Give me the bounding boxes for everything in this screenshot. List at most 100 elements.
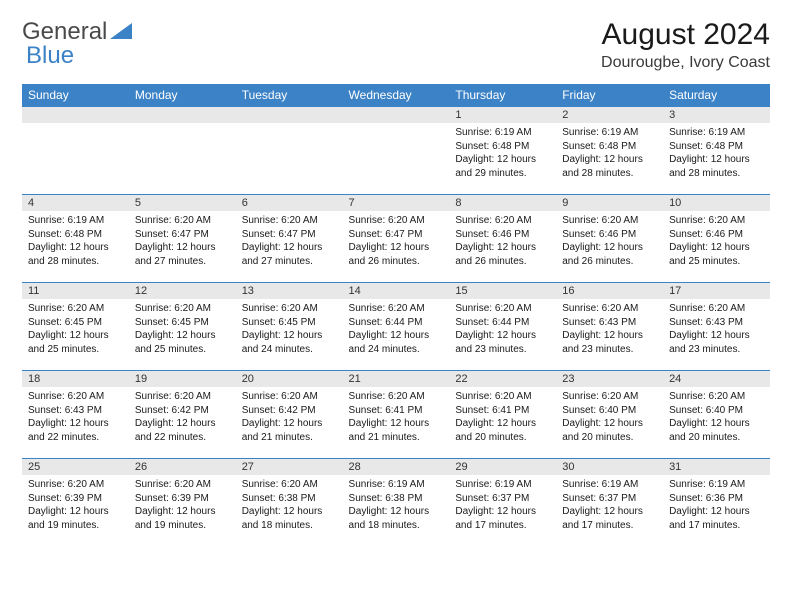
day-content: Sunrise: 6:20 AMSunset: 6:45 PMDaylight:… [129, 299, 236, 360]
sunrise-text: Sunrise: 6:20 AM [349, 214, 444, 228]
sunrise-text: Sunrise: 6:19 AM [349, 478, 444, 492]
sunrise-text: Sunrise: 6:20 AM [28, 390, 123, 404]
sunrise-text: Sunrise: 6:20 AM [669, 390, 764, 404]
daylight-text: Daylight: 12 hours and 23 minutes. [669, 329, 764, 356]
calendar-body: 1Sunrise: 6:19 AMSunset: 6:48 PMDaylight… [22, 106, 770, 546]
sunrise-text: Sunrise: 6:20 AM [135, 390, 230, 404]
sunrise-text: Sunrise: 6:20 AM [135, 302, 230, 316]
daylight-text: Daylight: 12 hours and 22 minutes. [135, 417, 230, 444]
day-content: Sunrise: 6:19 AMSunset: 6:48 PMDaylight:… [22, 211, 129, 272]
day-number: 14 [343, 282, 450, 299]
daylight-text: Daylight: 12 hours and 21 minutes. [242, 417, 337, 444]
sunset-text: Sunset: 6:39 PM [28, 492, 123, 506]
sunset-text: Sunset: 6:39 PM [135, 492, 230, 506]
calendar-cell: 12Sunrise: 6:20 AMSunset: 6:45 PMDayligh… [129, 282, 236, 370]
sunrise-text: Sunrise: 6:19 AM [669, 126, 764, 140]
calendar-cell: 9Sunrise: 6:20 AMSunset: 6:46 PMDaylight… [556, 194, 663, 282]
sunset-text: Sunset: 6:45 PM [242, 316, 337, 330]
sunrise-text: Sunrise: 6:20 AM [669, 302, 764, 316]
calendar-cell: 5Sunrise: 6:20 AMSunset: 6:47 PMDaylight… [129, 194, 236, 282]
day-header-friday: Friday [556, 84, 663, 106]
day-content: Sunrise: 6:20 AMSunset: 6:44 PMDaylight:… [343, 299, 450, 360]
daylight-text: Daylight: 12 hours and 25 minutes. [28, 329, 123, 356]
day-number: 3 [663, 106, 770, 123]
day-number: 25 [22, 458, 129, 475]
day-content: Sunrise: 6:19 AMSunset: 6:48 PMDaylight:… [663, 123, 770, 184]
day-content: Sunrise: 6:19 AMSunset: 6:48 PMDaylight:… [449, 123, 556, 184]
day-content: Sunrise: 6:20 AMSunset: 6:47 PMDaylight:… [343, 211, 450, 272]
calendar-cell: 3Sunrise: 6:19 AMSunset: 6:48 PMDaylight… [663, 106, 770, 194]
day-number: 27 [236, 458, 343, 475]
sunset-text: Sunset: 6:48 PM [562, 140, 657, 154]
sunrise-text: Sunrise: 6:20 AM [242, 390, 337, 404]
sunset-text: Sunset: 6:47 PM [135, 228, 230, 242]
daylight-text: Daylight: 12 hours and 24 minutes. [242, 329, 337, 356]
day-number: 7 [343, 194, 450, 211]
daylight-text: Daylight: 12 hours and 26 minutes. [349, 241, 444, 268]
sunrise-text: Sunrise: 6:20 AM [455, 390, 550, 404]
daylight-text: Daylight: 12 hours and 17 minutes. [455, 505, 550, 532]
calendar-cell: 15Sunrise: 6:20 AMSunset: 6:44 PMDayligh… [449, 282, 556, 370]
calendar-header-row: SundayMondayTuesdayWednesdayThursdayFrid… [22, 84, 770, 106]
day-content: Sunrise: 6:20 AMSunset: 6:45 PMDaylight:… [236, 299, 343, 360]
day-content: Sunrise: 6:20 AMSunset: 6:47 PMDaylight:… [236, 211, 343, 272]
day-content: Sunrise: 6:20 AMSunset: 6:43 PMDaylight:… [556, 299, 663, 360]
day-number: 26 [129, 458, 236, 475]
day-number: 8 [449, 194, 556, 211]
day-number: 15 [449, 282, 556, 299]
day-content: Sunrise: 6:19 AMSunset: 6:36 PMDaylight:… [663, 475, 770, 536]
day-content: Sunrise: 6:20 AMSunset: 6:44 PMDaylight:… [449, 299, 556, 360]
daylight-text: Daylight: 12 hours and 27 minutes. [135, 241, 230, 268]
day-content: Sunrise: 6:19 AMSunset: 6:37 PMDaylight:… [556, 475, 663, 536]
sunrise-text: Sunrise: 6:20 AM [349, 390, 444, 404]
day-content: Sunrise: 6:20 AMSunset: 6:38 PMDaylight:… [236, 475, 343, 536]
daylight-text: Daylight: 12 hours and 24 minutes. [349, 329, 444, 356]
sunset-text: Sunset: 6:43 PM [28, 404, 123, 418]
calendar-cell: 4Sunrise: 6:19 AMSunset: 6:48 PMDaylight… [22, 194, 129, 282]
calendar-cell: 27Sunrise: 6:20 AMSunset: 6:38 PMDayligh… [236, 458, 343, 546]
day-content: Sunrise: 6:20 AMSunset: 6:39 PMDaylight:… [129, 475, 236, 536]
daylight-text: Daylight: 12 hours and 29 minutes. [455, 153, 550, 180]
calendar-cell: 31Sunrise: 6:19 AMSunset: 6:36 PMDayligh… [663, 458, 770, 546]
calendar-cell: 22Sunrise: 6:20 AMSunset: 6:41 PMDayligh… [449, 370, 556, 458]
calendar-cell: 28Sunrise: 6:19 AMSunset: 6:38 PMDayligh… [343, 458, 450, 546]
day-header-monday: Monday [129, 84, 236, 106]
day-number: 19 [129, 370, 236, 387]
day-number: 6 [236, 194, 343, 211]
day-number: 18 [22, 370, 129, 387]
day-content: Sunrise: 6:20 AMSunset: 6:40 PMDaylight:… [663, 387, 770, 448]
day-content: Sunrise: 6:20 AMSunset: 6:47 PMDaylight:… [129, 211, 236, 272]
sunrise-text: Sunrise: 6:19 AM [455, 126, 550, 140]
sunrise-text: Sunrise: 6:20 AM [562, 214, 657, 228]
day-content: Sunrise: 6:20 AMSunset: 6:46 PMDaylight:… [449, 211, 556, 272]
day-number [129, 106, 236, 123]
sunrise-text: Sunrise: 6:20 AM [135, 478, 230, 492]
location: Dourougbe, Ivory Coast [601, 54, 770, 72]
daylight-text: Daylight: 12 hours and 19 minutes. [28, 505, 123, 532]
daylight-text: Daylight: 12 hours and 19 minutes. [135, 505, 230, 532]
day-number: 9 [556, 194, 663, 211]
day-content: Sunrise: 6:20 AMSunset: 6:40 PMDaylight:… [556, 387, 663, 448]
day-number: 1 [449, 106, 556, 123]
calendar-cell: 25Sunrise: 6:20 AMSunset: 6:39 PMDayligh… [22, 458, 129, 546]
calendar-cell: 13Sunrise: 6:20 AMSunset: 6:45 PMDayligh… [236, 282, 343, 370]
calendar-cell: 17Sunrise: 6:20 AMSunset: 6:43 PMDayligh… [663, 282, 770, 370]
sunset-text: Sunset: 6:48 PM [28, 228, 123, 242]
calendar-cell: 20Sunrise: 6:20 AMSunset: 6:42 PMDayligh… [236, 370, 343, 458]
daylight-text: Daylight: 12 hours and 28 minutes. [562, 153, 657, 180]
day-number: 12 [129, 282, 236, 299]
day-number: 23 [556, 370, 663, 387]
day-content: Sunrise: 6:19 AMSunset: 6:48 PMDaylight:… [556, 123, 663, 184]
sunset-text: Sunset: 6:40 PM [669, 404, 764, 418]
daylight-text: Daylight: 12 hours and 20 minutes. [669, 417, 764, 444]
sunrise-text: Sunrise: 6:20 AM [455, 214, 550, 228]
daylight-text: Daylight: 12 hours and 17 minutes. [669, 505, 764, 532]
day-content: Sunrise: 6:20 AMSunset: 6:43 PMDaylight:… [663, 299, 770, 360]
calendar-cell: 21Sunrise: 6:20 AMSunset: 6:41 PMDayligh… [343, 370, 450, 458]
day-number [343, 106, 450, 123]
calendar-cell: 18Sunrise: 6:20 AMSunset: 6:43 PMDayligh… [22, 370, 129, 458]
daylight-text: Daylight: 12 hours and 27 minutes. [242, 241, 337, 268]
sunset-text: Sunset: 6:48 PM [455, 140, 550, 154]
day-content: Sunrise: 6:20 AMSunset: 6:42 PMDaylight:… [236, 387, 343, 448]
day-content: Sunrise: 6:20 AMSunset: 6:46 PMDaylight:… [663, 211, 770, 272]
